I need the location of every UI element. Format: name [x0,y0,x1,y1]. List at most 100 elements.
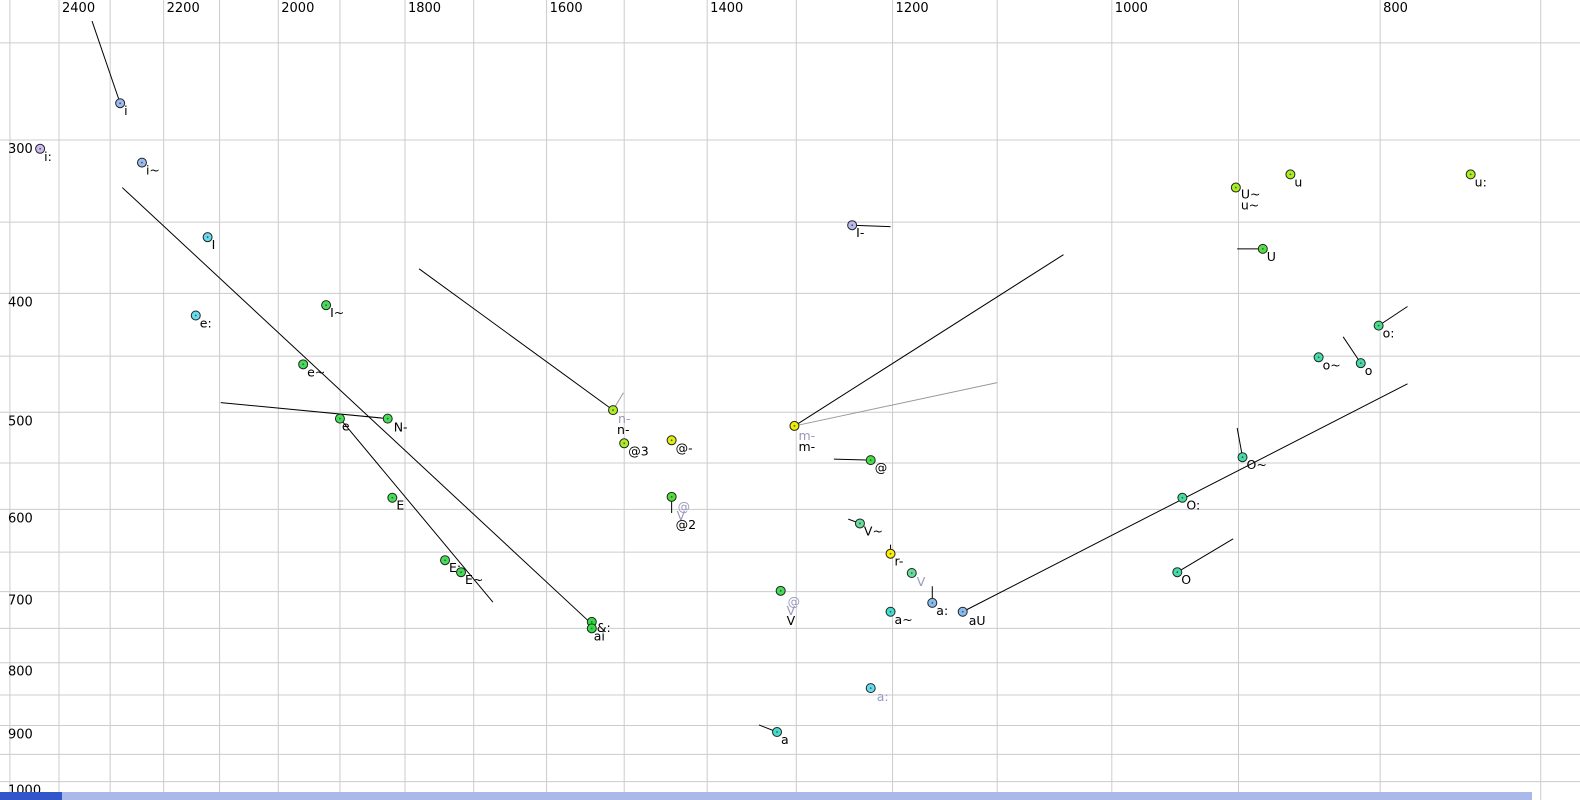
point-label: a: [936,603,948,618]
y-tick-label: 600 [8,511,33,526]
trajectory-line [1378,306,1408,327]
trajectory-line [852,224,891,228]
point-label: n- [618,411,630,426]
point-label: I- [856,225,864,240]
point-center-dot [1377,324,1380,327]
point-label: e: [200,316,212,331]
point-label: V [917,574,926,589]
point-center-dot [931,601,934,604]
point-label: @2 [676,517,696,532]
point-center-dot [1359,362,1362,365]
point-label: O: [1186,498,1200,513]
trajectory-line [91,20,121,104]
scrollbar-track[interactable] [62,792,1532,800]
point-label: @ [788,594,801,609]
point-center-dot [302,363,305,366]
point-center-dot [1241,456,1244,459]
point-label: i: [44,149,52,164]
point-center-dot [444,559,446,562]
trajectory-line [833,458,871,461]
point-center-dot [793,425,796,427]
point-label: @ [875,460,888,475]
point-center-dot [1289,173,1292,176]
y-tick-label: 400 [8,295,33,310]
scrollbar-thumb[interactable] [0,792,62,800]
y-tick-label: 900 [8,728,33,743]
point-center-dot [1181,496,1184,499]
point-label: n- [617,422,629,437]
point-center-dot [779,589,782,592]
point-center-dot [590,621,593,623]
point-label: @3 [628,443,648,458]
point-center-dot [670,439,673,442]
trajectory-line [121,187,593,625]
y-tick-label: 300 [8,142,33,157]
point-label: o [1365,363,1373,378]
trajectory-line [794,254,1064,427]
point-label: a [781,732,789,747]
point-label: r- [895,554,904,569]
point-label: &: [597,620,611,635]
point-label: m- [798,428,815,443]
point-label: U [1267,249,1276,264]
point-label: i~ [146,163,160,178]
point-label: u [1294,174,1302,189]
point-label: U~ [1241,187,1261,202]
point-center-dot [590,627,593,630]
point-center-dot [869,687,872,690]
point-label: I [212,237,216,252]
point-center-dot [141,161,143,164]
point-label: e [342,419,350,434]
point-center-dot [1261,247,1264,250]
point-label: ai [594,628,605,643]
point-center-dot [612,409,614,412]
x-tick-label: 1800 [408,1,441,16]
point-label: I~ [330,305,344,320]
point-center-dot [1176,571,1179,574]
point-label: u~ [1241,198,1259,213]
point-center-dot [325,304,327,307]
x-tick-label: 2400 [62,1,95,16]
point-label: o~ [1323,357,1341,372]
point-label: V~ [864,523,883,538]
point-center-dot [386,417,389,420]
point-label: E [396,498,404,513]
x-tick-label: 2000 [281,1,314,16]
y-tick-label: 700 [8,594,33,609]
point-label: aU [969,613,986,628]
x-tick-label: 2200 [167,1,200,16]
point-label: o: [1383,326,1395,341]
point-label: m- [798,439,815,454]
point-center-dot [194,314,197,317]
point-label: V [787,613,796,628]
x-tick-label: 1400 [710,1,743,16]
point-label: u: [1475,174,1487,189]
point-label: O~ [1247,457,1267,472]
trajectory-line [339,418,494,603]
point-label: O [1181,572,1191,587]
point-label: V [787,603,796,618]
point-center-dot [460,571,462,574]
point-center-dot [1469,173,1472,176]
point-center-dot [869,459,872,462]
point-center-dot [119,102,122,105]
point-label: a~ [895,612,913,627]
point-center-dot [910,572,913,574]
trajectory-line [418,268,614,411]
y-tick-label: 800 [8,665,33,680]
x-tick-label: 800 [1383,1,1408,16]
point-center-dot [889,610,892,613]
point-center-dot [776,731,778,733]
point-center-dot [670,495,673,498]
point-center-dot [1317,356,1320,359]
trajectory-line [220,402,388,420]
point-label: N- [394,420,408,435]
point-center-dot [859,522,861,525]
trajectory-line [794,382,998,427]
point-center-dot [39,147,42,150]
point-center-dot [1234,186,1237,189]
point-center-dot [206,236,209,239]
x-tick-label: 1600 [550,1,583,16]
